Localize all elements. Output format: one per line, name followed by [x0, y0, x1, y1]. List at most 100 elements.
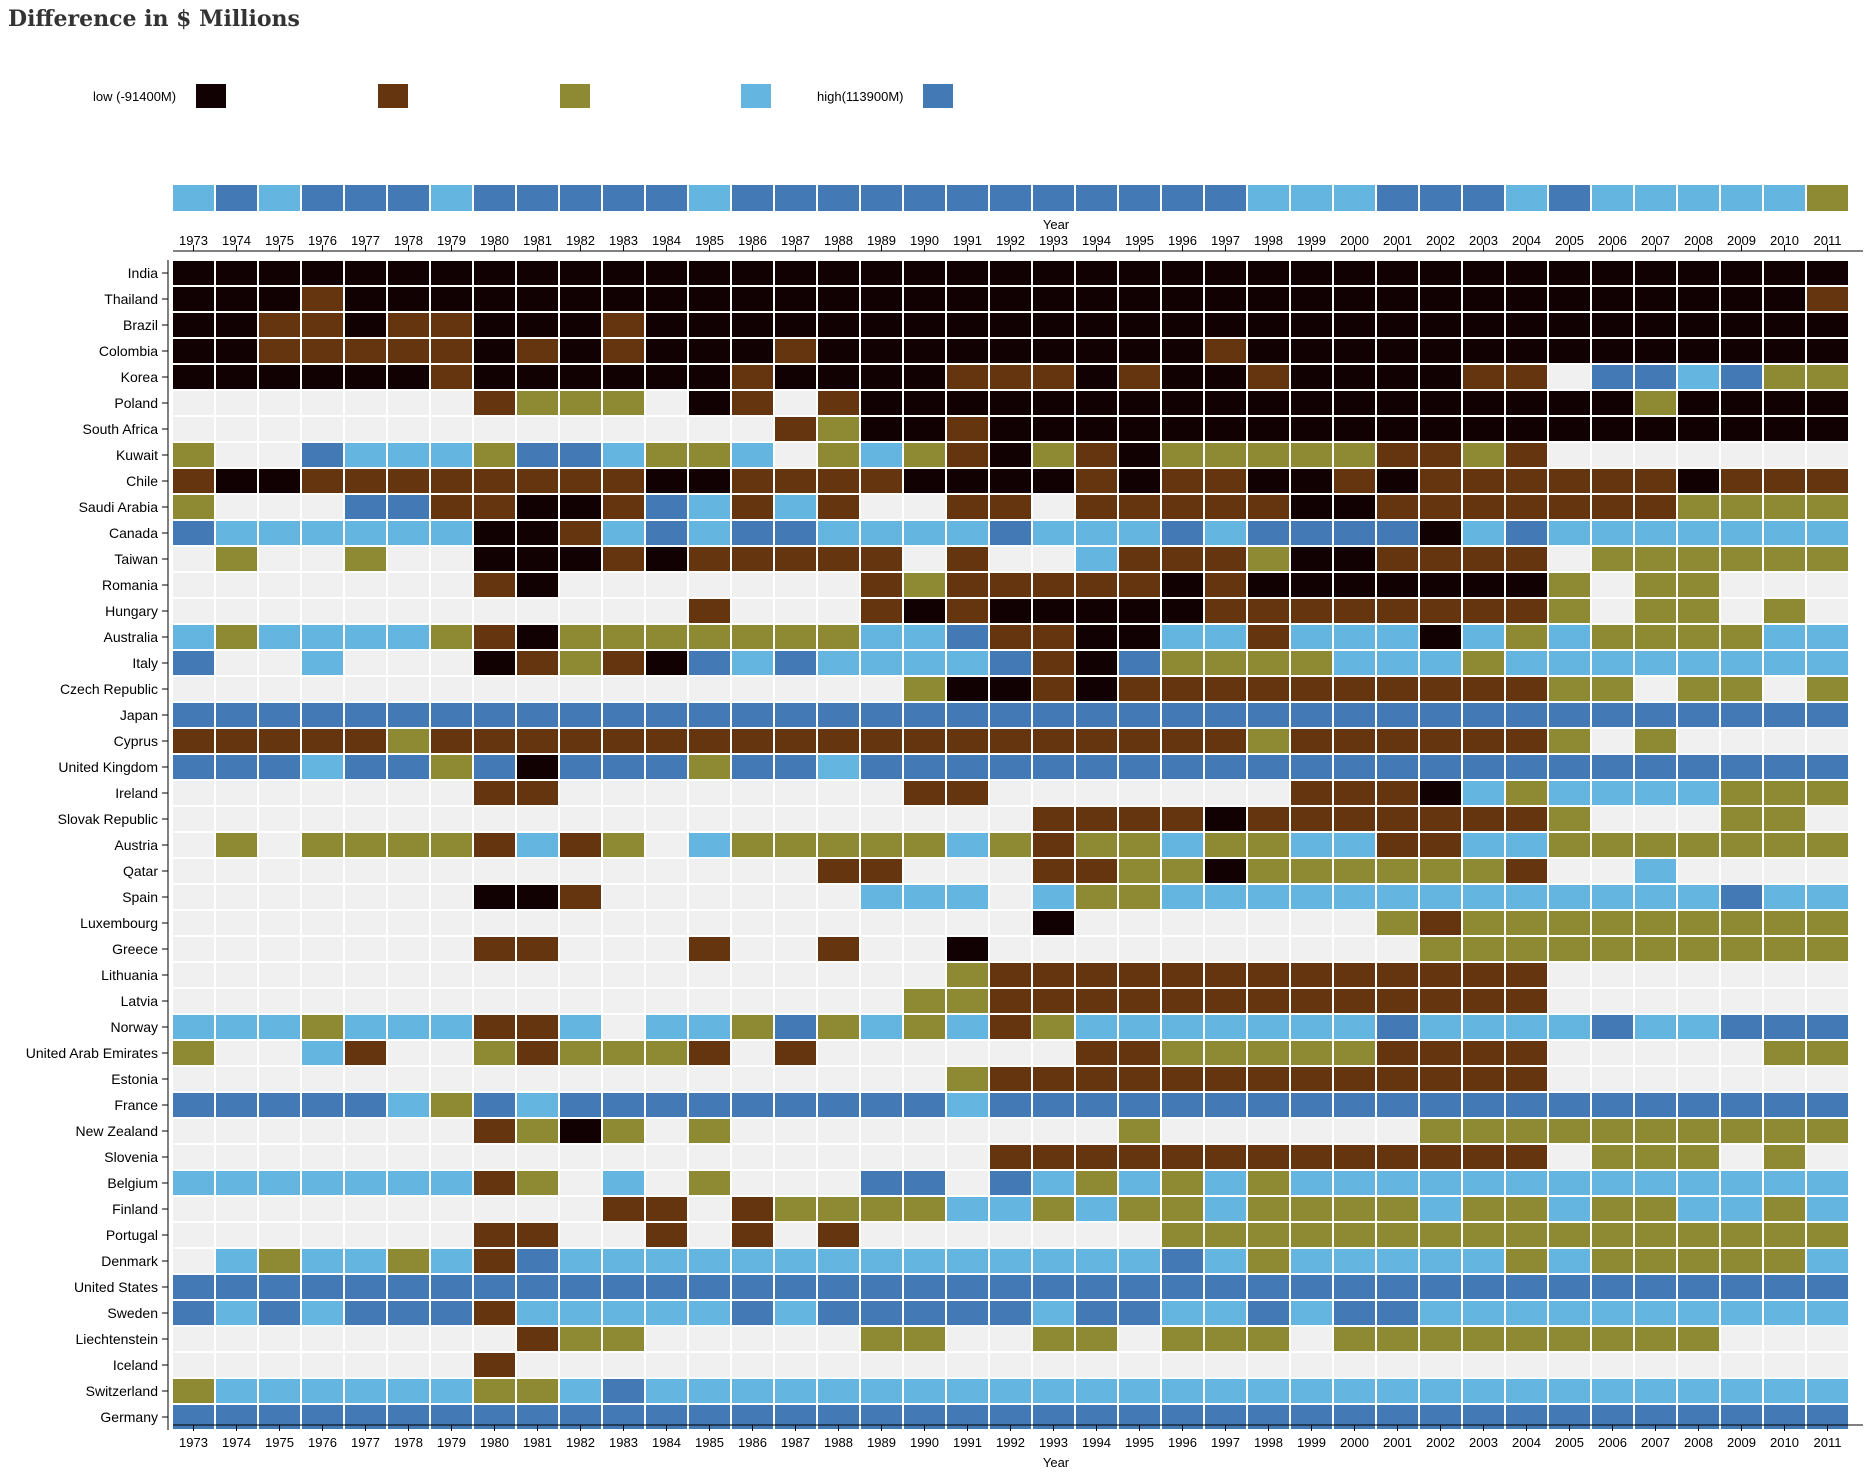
cell-australia-1994	[1076, 625, 1117, 649]
cell-greece-1993	[1033, 937, 1074, 961]
cell-romania-1973	[173, 573, 214, 597]
cell-sweden-1993	[1033, 1301, 1074, 1325]
cell-taiwan-1979	[431, 547, 472, 571]
cell-united-states-1975	[259, 1275, 300, 1299]
cell-chile-2005	[1549, 469, 1590, 493]
cell-taiwan-1983	[603, 547, 644, 571]
cell-luxembourg-1975	[259, 911, 300, 935]
cell-estonia-1975	[259, 1067, 300, 1091]
cell-italy-1994	[1076, 651, 1117, 675]
cell-brazil-1984	[646, 313, 687, 337]
cell-lithuania-1981	[517, 963, 558, 987]
cell-taiwan-1980	[474, 547, 515, 571]
cell-france-2011	[1807, 1093, 1848, 1117]
cell-colombia-2007	[1635, 339, 1676, 363]
cell-luxembourg-2001	[1377, 911, 1418, 935]
cell-sweden-1987	[775, 1301, 816, 1325]
cell-norway-1975	[259, 1015, 300, 1039]
cell-norway-1977	[345, 1015, 386, 1039]
cell-romania-2001	[1377, 573, 1418, 597]
cell-poland-1973	[173, 391, 214, 415]
cell-latvia-1999	[1291, 989, 1332, 1013]
cell-hungary-1975	[259, 599, 300, 623]
cell-thailand-1987	[775, 287, 816, 311]
cell-sweden-1984	[646, 1301, 687, 1325]
cell-poland-2006	[1592, 391, 1633, 415]
cell-united-kingdom-2001	[1377, 755, 1418, 779]
cell-united-kingdom-2006	[1592, 755, 1633, 779]
cell-saudi-arabia-1981	[517, 495, 558, 519]
cell-romania-2008	[1678, 573, 1719, 597]
y-axis-label-spain: Spain	[122, 889, 158, 905]
cell-korea-1992	[990, 365, 1031, 389]
cell-denmark-1976	[302, 1249, 343, 1273]
cell-chile-1988	[818, 469, 859, 493]
y-axis-label-germany: Germany	[100, 1409, 158, 1425]
cell-ireland-1985	[689, 781, 730, 805]
cell-france-2001	[1377, 1093, 1418, 1117]
cell-switzerland-1973	[173, 1379, 214, 1403]
cell-italy-2001	[1377, 651, 1418, 675]
cell-sweden-1982	[560, 1301, 601, 1325]
cell-brazil-1975	[259, 313, 300, 337]
cell-lithuania-1978	[388, 963, 429, 987]
cell-czech-republic-2008	[1678, 677, 1719, 701]
y-axis-label-korea: Korea	[121, 369, 159, 385]
cell-portugal-1973	[173, 1223, 214, 1247]
cell-portugal-1981	[517, 1223, 558, 1247]
cell-south-africa-1996	[1162, 417, 1203, 441]
cell-korea-1991	[947, 365, 988, 389]
cell-romania-2011	[1807, 573, 1848, 597]
cell-chile-1978	[388, 469, 429, 493]
cell-latvia-1990	[904, 989, 945, 1013]
cell-italy-2003	[1463, 651, 1504, 675]
total-cell-1980	[474, 185, 515, 211]
cell-cyprus-1977	[345, 729, 386, 753]
cell-saudi-arabia-1989	[861, 495, 902, 519]
cell-united-kingdom-1983	[603, 755, 644, 779]
cell-austria-1997	[1205, 833, 1246, 857]
total-cell-1992	[990, 185, 1031, 211]
cell-sweden-2006	[1592, 1301, 1633, 1325]
cell-luxembourg-2007	[1635, 911, 1676, 935]
cell-portugal-1979	[431, 1223, 472, 1247]
cell-switzerland-1976	[302, 1379, 343, 1403]
cell-united-arab-emirates-1998	[1248, 1041, 1289, 1065]
cell-switzerland-1975	[259, 1379, 300, 1403]
cell-switzerland-1979	[431, 1379, 472, 1403]
cell-japan-1974	[216, 703, 257, 727]
cell-australia-1990	[904, 625, 945, 649]
cell-australia-1993	[1033, 625, 1074, 649]
cell-greece-1975	[259, 937, 300, 961]
cell-korea-2007	[1635, 365, 1676, 389]
cell-colombia-1973	[173, 339, 214, 363]
cell-thailand-1993	[1033, 287, 1074, 311]
cell-finland-2005	[1549, 1197, 1590, 1221]
cell-chile-2004	[1506, 469, 1547, 493]
cell-greece-1992	[990, 937, 1031, 961]
cell-finland-1995	[1119, 1197, 1160, 1221]
cell-japan-2003	[1463, 703, 1504, 727]
cell-italy-1989	[861, 651, 902, 675]
cell-sweden-1977	[345, 1301, 386, 1325]
cell-india-1996	[1162, 261, 1203, 285]
cell-korea-2008	[1678, 365, 1719, 389]
cell-saudi-arabia-1994	[1076, 495, 1117, 519]
cell-slovak-republic-1995	[1119, 807, 1160, 831]
cell-cyprus-1990	[904, 729, 945, 753]
cell-lithuania-1987	[775, 963, 816, 987]
cell-iceland-2002	[1420, 1353, 1461, 1377]
cell-lithuania-2002	[1420, 963, 1461, 987]
cell-new-zealand-1990	[904, 1119, 945, 1143]
y-axis-label-canada: Canada	[109, 525, 158, 541]
cell-qatar-1992	[990, 859, 1031, 883]
cell-united-arab-emirates-1980	[474, 1041, 515, 1065]
cell-slovenia-1997	[1205, 1145, 1246, 1169]
cell-czech-republic-1994	[1076, 677, 1117, 701]
cell-greece-1991	[947, 937, 988, 961]
cell-liechtenstein-1977	[345, 1327, 386, 1351]
cell-saudi-arabia-2010	[1764, 495, 1805, 519]
cell-poland-1998	[1248, 391, 1289, 415]
cell-chile-2006	[1592, 469, 1633, 493]
